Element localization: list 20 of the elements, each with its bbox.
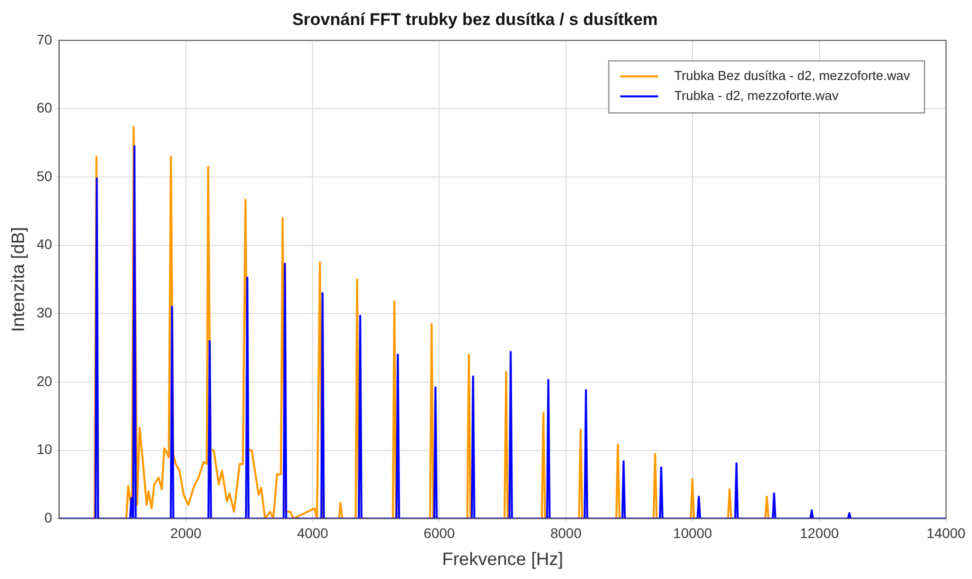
x-tick-label: 4000 (296, 524, 328, 541)
y-tick-label: 10 (36, 441, 52, 458)
y-tick-label: 70 (36, 31, 52, 48)
y-tick-label: 50 (36, 168, 52, 184)
y-tick-label: 30 (36, 304, 52, 321)
x-tick-label: 12000 (800, 524, 839, 541)
x-tick-label: 8000 (550, 524, 582, 541)
legend-label: Trubka Bez dusítka - d2, mezzoforte.wav (674, 68, 910, 83)
y-axis-title: Intenzita [dB] (8, 226, 28, 332)
x-tick-label: 2000 (170, 524, 202, 541)
x-tick-label: 14000 (926, 524, 966, 541)
y-tick-label: 0 (44, 509, 52, 526)
x-tick-label: 10000 (673, 524, 712, 541)
legend-label: Trubka - d2, mezzoforte.wav (674, 88, 839, 103)
y-tick-label: 60 (36, 100, 52, 116)
y-tick-label: 40 (36, 236, 52, 252)
chart-title: Srovnání FFT trubky bez dusítka / s dusítkem (292, 10, 658, 29)
x-tick-label: 6000 (424, 524, 456, 541)
y-tick-label: 20 (36, 372, 52, 389)
x-axis-title: Frekvence [Hz] (442, 549, 564, 570)
